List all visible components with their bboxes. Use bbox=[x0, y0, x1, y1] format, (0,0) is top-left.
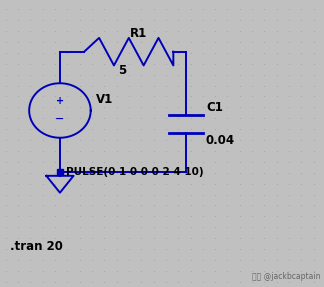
Text: R1: R1 bbox=[130, 26, 147, 40]
Text: .tran 20: .tran 20 bbox=[10, 240, 63, 253]
Text: −: − bbox=[55, 114, 64, 124]
Text: PULSE(0 1 0 0 0 2 4 10): PULSE(0 1 0 0 0 2 4 10) bbox=[66, 167, 204, 177]
Text: 0.04: 0.04 bbox=[206, 134, 235, 147]
Text: V1: V1 bbox=[96, 92, 113, 106]
Text: 知乎 @jackbcaptain: 知乎 @jackbcaptain bbox=[252, 272, 321, 281]
Text: 5: 5 bbox=[118, 64, 126, 77]
Text: C1: C1 bbox=[206, 101, 223, 114]
Text: +: + bbox=[56, 96, 64, 106]
